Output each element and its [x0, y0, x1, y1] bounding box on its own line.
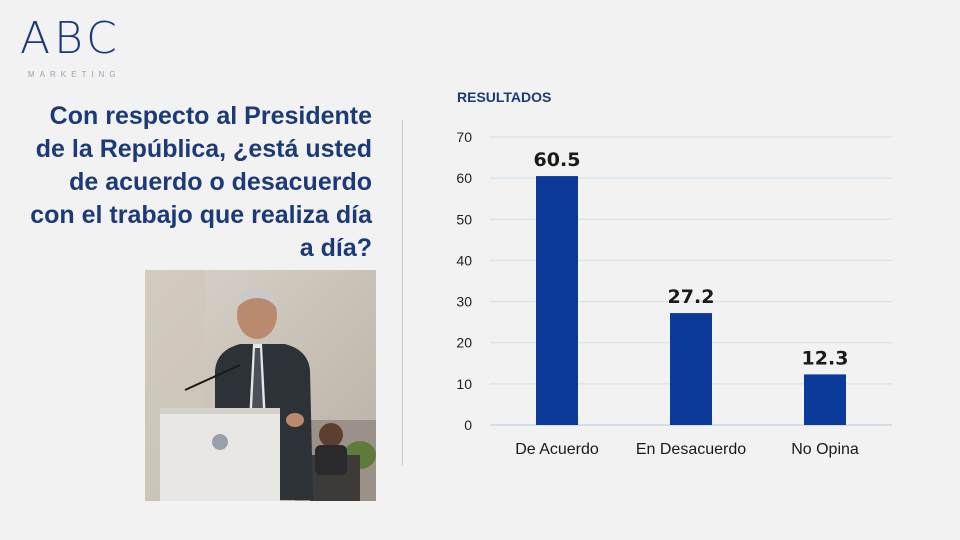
bars: [536, 176, 846, 425]
y-tick-label-10: 10: [456, 376, 472, 392]
president-photo: [145, 270, 376, 501]
y-axis-ticks: 0 10 20 30 40 50 60 70: [456, 129, 472, 433]
category-label-1: De Acuerdo: [515, 441, 599, 458]
y-tick-label-50: 50: [456, 211, 472, 227]
logo-subtitle: MARKETING: [28, 70, 121, 79]
y-tick-label-70: 70: [456, 129, 472, 145]
results-title: RESULTADOS: [457, 89, 552, 105]
data-label-3: 12.3: [802, 347, 849, 369]
y-tick-label-60: 60: [456, 170, 472, 186]
bar-2: [670, 313, 712, 425]
y-tick-label-20: 20: [456, 335, 472, 351]
bar-3: [804, 374, 846, 425]
category-label-3: No Opina: [791, 441, 859, 458]
category-label-2: En Desacuerdo: [636, 441, 746, 458]
category-labels: De Acuerdo En Desacuerdo No Opina: [515, 441, 859, 458]
data-label-1: 60.5: [534, 149, 581, 171]
abc-marketing-logo: ABC MARKETING: [20, 14, 140, 84]
logo-letters: ABC: [20, 13, 121, 64]
results-bar-chart: 0 10 20 30 40 50 60 70 60.5 27.2 12.3 De Acuerdo E…: [456, 129, 892, 458]
y-tick-label-30: 30: [456, 294, 472, 310]
data-labels: 60.5 27.2 12.3: [534, 149, 849, 369]
podium-speaker-image: [145, 270, 376, 501]
data-label-2: 27.2: [668, 286, 715, 308]
vertical-divider: [402, 120, 403, 465]
y-tick-label-40: 40: [456, 252, 472, 268]
y-tick-label-0: 0: [464, 417, 472, 433]
survey-question: Con respecto al Presidente de la Repúbli…: [30, 102, 372, 262]
bar-1: [536, 176, 578, 425]
